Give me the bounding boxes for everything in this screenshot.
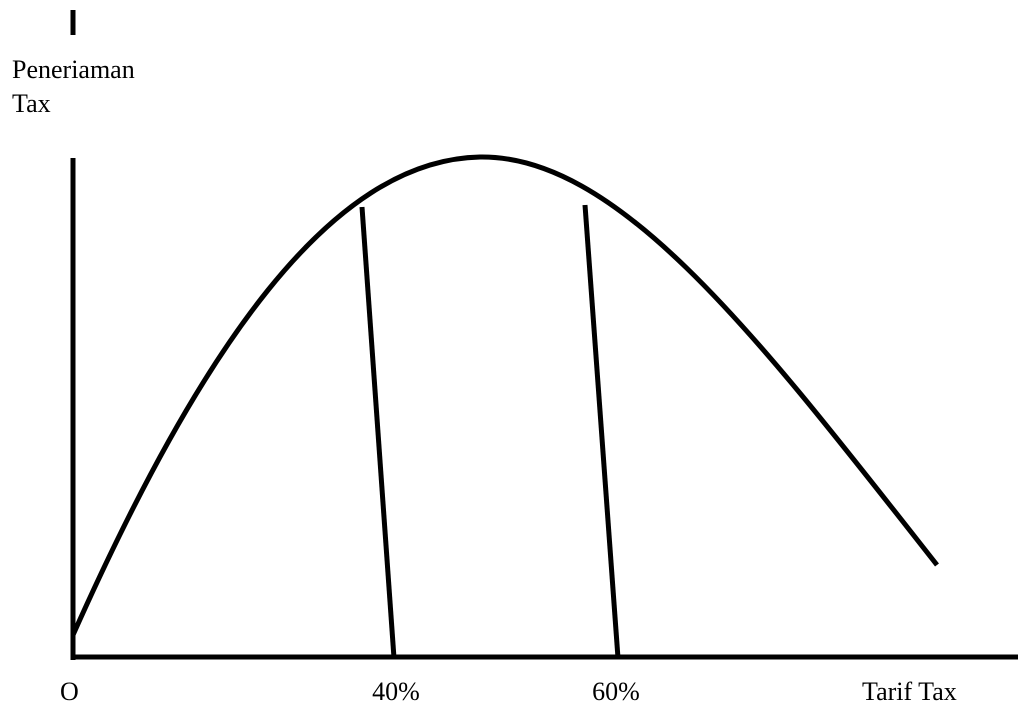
origin-label: O <box>60 677 79 704</box>
x-label-60: 60% <box>592 677 640 704</box>
x-axis-label: Tarif Tax <box>862 677 957 704</box>
y-axis-label-line2: Tax <box>12 89 51 118</box>
rate-line-60 <box>582 204 621 659</box>
laffer-curve <box>70 154 939 637</box>
rate-line-40 <box>359 206 397 659</box>
x-label-40: 40% <box>372 677 420 704</box>
y-axis-label-line1: Peneriaman <box>12 55 135 84</box>
